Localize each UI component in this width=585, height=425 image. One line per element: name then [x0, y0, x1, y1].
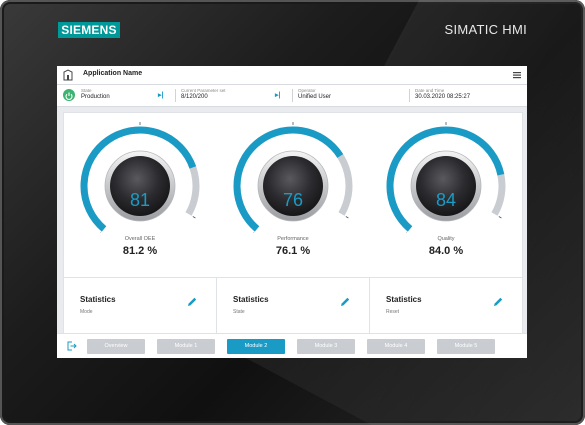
exit-icon[interactable] [67, 341, 77, 351]
gauge-tick [345, 216, 349, 219]
divider [409, 89, 410, 102]
gauge-value-arc [233, 126, 344, 232]
card-title: Statistics [233, 295, 269, 304]
state-value: Production [81, 94, 110, 100]
product-name: SIMATIC HMI [444, 22, 527, 37]
divider [292, 89, 293, 102]
tab-module-4[interactable]: Module 4 [367, 339, 425, 354]
gauge-overall-oee: 81 Overall OEE 81.2 % [64, 113, 216, 277]
gauge-value-arc [80, 126, 197, 232]
gauge-knob [263, 156, 323, 216]
gauge-knob [416, 156, 476, 216]
tab-module-3[interactable]: Module 3 [297, 339, 355, 354]
tab-module-2[interactable]: Module 2 [227, 339, 285, 354]
gauge-percent: 81.2 % [122, 245, 158, 257]
operator-value: Unified User [298, 94, 332, 100]
divider [369, 278, 370, 334]
statistics-card-reset[interactable]: Statistics Reset [370, 278, 522, 334]
operator-label: Operator [298, 88, 316, 93]
card-title: Statistics [80, 295, 116, 304]
parameter-field: Current Parameter set 8/120/200 [181, 88, 226, 100]
divider [216, 278, 217, 334]
gauge-knob [110, 156, 170, 216]
state-field: State Production [81, 88, 110, 100]
pencil-icon[interactable] [492, 296, 504, 308]
hamburger-menu-icon[interactable] [513, 71, 521, 79]
power-icon[interactable] [63, 89, 75, 101]
siemens-logo: SIEMENS [58, 22, 120, 38]
gauge-label: Quality [437, 236, 455, 242]
gauge-label: Overall OEE [124, 236, 156, 242]
card-subtitle: Reset [386, 309, 400, 315]
parameter-label: Current Parameter set [181, 88, 226, 93]
gauge-percent: 84.0 % [428, 245, 464, 257]
gauge-dial [80, 122, 200, 233]
app-title: Application Name [83, 70, 143, 77]
gauge-value: 81 [129, 190, 151, 210]
gauge-dial [233, 122, 353, 233]
navigation-bar: Overview Module 1 Module 2 Module 3 Modu… [57, 333, 527, 358]
gauge-tick [498, 216, 502, 219]
hmi-screen: Application Name State Production ▸| [57, 66, 527, 358]
pencil-icon[interactable] [186, 296, 198, 308]
gauge-value: 76 [282, 190, 304, 210]
parameter-value: 8/120/200 [181, 94, 208, 100]
divider [64, 277, 522, 278]
gauge-performance: 76 Performance 76.1 % [217, 113, 369, 277]
title-bar: Application Name [57, 66, 527, 85]
card-subtitle: Mode [80, 309, 93, 315]
gauge-value-arc [386, 126, 505, 232]
gauge-value: 84 [435, 190, 457, 210]
divider [175, 89, 176, 102]
building-icon[interactable] [63, 69, 73, 81]
card-title: Statistics [386, 295, 422, 304]
state-label: State [81, 88, 92, 93]
card-subtitle: State [233, 309, 245, 315]
gauge-percent: 76.1 % [275, 245, 311, 257]
gauge-quality: 84 Quality 84.0 % [370, 113, 522, 277]
skip-forward-icon[interactable]: ▸| [275, 92, 281, 99]
datetime-label: Date and Time [415, 88, 445, 93]
statistics-card-state[interactable]: Statistics State [217, 278, 369, 334]
tab-module-5[interactable]: Module 5 [437, 339, 495, 354]
kpi-panel: 81 Overall OEE 81.2 % 76 Performance 76.… [63, 112, 523, 335]
datetime-field: Date and Time 30.03.2020 08:25:27 [415, 88, 470, 100]
datetime-value: 30.03.2020 08:25:27 [415, 94, 471, 100]
gauge-tick [192, 216, 196, 219]
skip-forward-icon[interactable]: ▸| [158, 92, 164, 99]
pencil-icon[interactable] [339, 296, 351, 308]
tab-overview[interactable]: Overview [87, 339, 145, 354]
statistics-card-mode[interactable]: Statistics Mode [64, 278, 216, 334]
info-bar: State Production ▸| Current Parameter se… [57, 85, 527, 107]
gauge-dial [386, 122, 506, 233]
tab-module-1[interactable]: Module 1 [157, 339, 215, 354]
gauge-label: Performance [277, 236, 309, 242]
operator-field: Operator Unified User [298, 88, 331, 100]
